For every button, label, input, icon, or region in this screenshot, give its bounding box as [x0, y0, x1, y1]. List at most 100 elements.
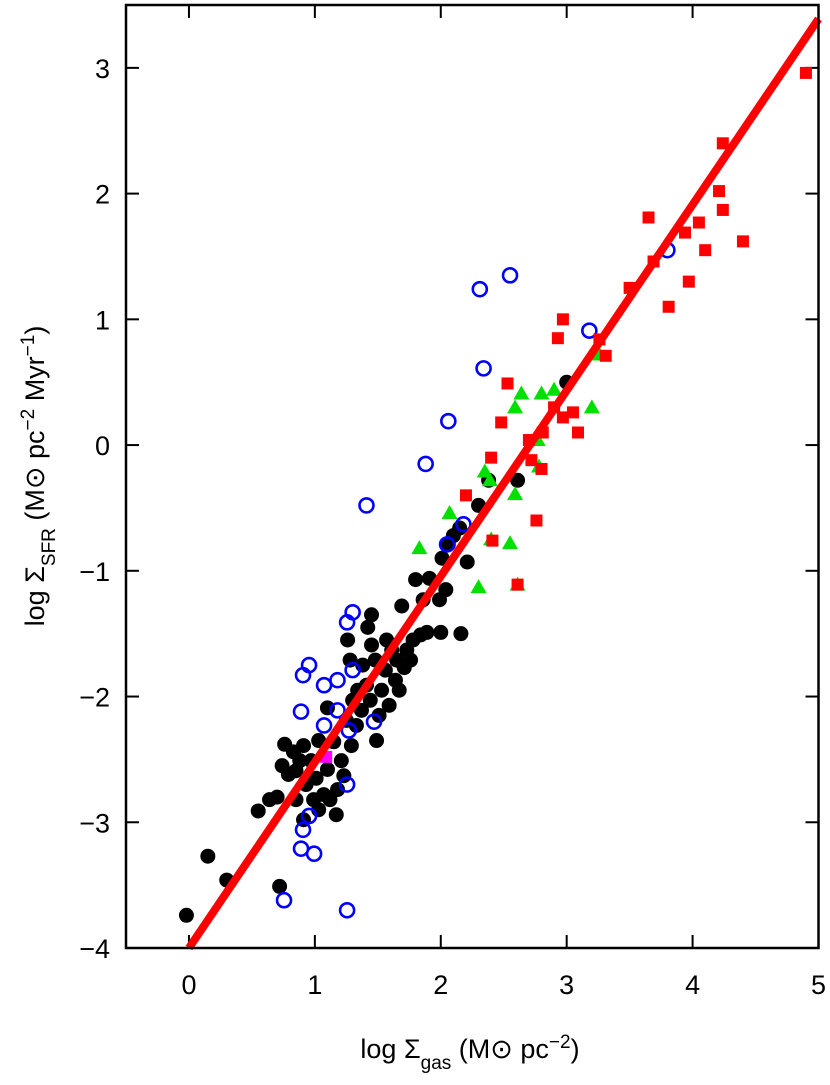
point: [294, 821, 312, 839]
point: [408, 572, 424, 588]
label-part: gas: [421, 1053, 452, 1074]
point: [510, 472, 526, 488]
y-tick-label: −2: [79, 683, 110, 713]
point: [507, 399, 524, 414]
point: [411, 540, 428, 555]
point: [433, 624, 449, 640]
point: [513, 385, 530, 400]
point: [485, 451, 498, 464]
point: [178, 907, 194, 923]
point: [200, 848, 216, 864]
point: [441, 504, 458, 519]
point: [716, 203, 729, 216]
point: [364, 607, 380, 623]
label-part: −1: [18, 335, 39, 357]
fit-line: [185, 16, 822, 951]
y-tick-label: 3: [95, 54, 110, 84]
point: [502, 535, 519, 550]
point: [308, 770, 324, 786]
point: [533, 385, 550, 400]
label-part: −2: [549, 1032, 571, 1053]
point: [556, 411, 569, 424]
point: [250, 803, 266, 819]
point: [699, 244, 712, 257]
point: [471, 280, 489, 298]
point: [343, 738, 359, 754]
y-tick-label: −4: [79, 934, 110, 964]
x-tick-label: 5: [811, 970, 826, 1000]
point: [419, 624, 435, 640]
point: [374, 682, 390, 698]
point: [358, 497, 375, 514]
point: [501, 377, 514, 390]
point: [799, 66, 812, 79]
label-part: log Σ: [20, 566, 50, 626]
point: [476, 463, 493, 478]
y-tick-label: 2: [95, 180, 110, 210]
label-part: ): [571, 1034, 580, 1064]
point: [272, 878, 288, 894]
point: [417, 455, 434, 473]
point: [556, 313, 569, 326]
point: [338, 901, 356, 919]
point: [679, 226, 692, 239]
point: [481, 472, 498, 487]
point: [470, 579, 487, 594]
x-tick-label: 0: [181, 970, 196, 1000]
x-tick-label: 2: [433, 970, 448, 1000]
y-tick-label: 1: [95, 305, 110, 335]
label-part: Myr: [20, 356, 50, 408]
point: [682, 275, 695, 288]
y-tick-label: −1: [79, 557, 110, 587]
label-part: −2: [18, 409, 39, 431]
point: [453, 626, 469, 642]
x-tick-label: 4: [685, 970, 700, 1000]
point: [507, 486, 524, 501]
point: [338, 614, 356, 631]
point: [315, 676, 333, 694]
point: [329, 702, 346, 719]
point: [292, 703, 310, 720]
point: [713, 185, 726, 198]
point: [319, 700, 335, 716]
point: [338, 776, 356, 793]
point: [511, 578, 524, 591]
point: [292, 753, 308, 769]
point: [572, 426, 585, 439]
point: [269, 789, 285, 805]
point: [342, 652, 358, 668]
x-axis-label: log Σgas (M⊙ pc−2): [360, 1032, 579, 1074]
label-part: (M⊙ pc: [451, 1034, 549, 1064]
point: [583, 399, 600, 414]
point: [296, 738, 312, 754]
point: [440, 412, 457, 430]
point: [353, 702, 369, 718]
point: [329, 671, 346, 689]
point: [333, 753, 349, 769]
y-axis-label: log ΣSFR (M⊙ pc−2 Myr−1): [18, 326, 60, 627]
point: [459, 489, 472, 502]
point: [369, 733, 385, 749]
point: [736, 235, 749, 248]
point: [716, 137, 729, 150]
point: [459, 554, 475, 570]
point: [340, 632, 356, 648]
label-part: ): [20, 326, 50, 335]
point: [365, 713, 383, 730]
point: [300, 807, 318, 825]
y-tick-label: 0: [95, 431, 110, 461]
plot-frame: [124, 3, 820, 950]
point: [692, 216, 705, 229]
point: [315, 717, 333, 734]
label-part: SFR: [39, 528, 60, 566]
point: [525, 454, 538, 467]
point: [530, 514, 543, 527]
y-tick-label: −3: [79, 808, 110, 838]
point: [642, 211, 655, 224]
point: [381, 697, 397, 713]
point: [475, 360, 492, 377]
point: [455, 515, 472, 533]
point: [360, 619, 376, 635]
point: [438, 536, 456, 553]
